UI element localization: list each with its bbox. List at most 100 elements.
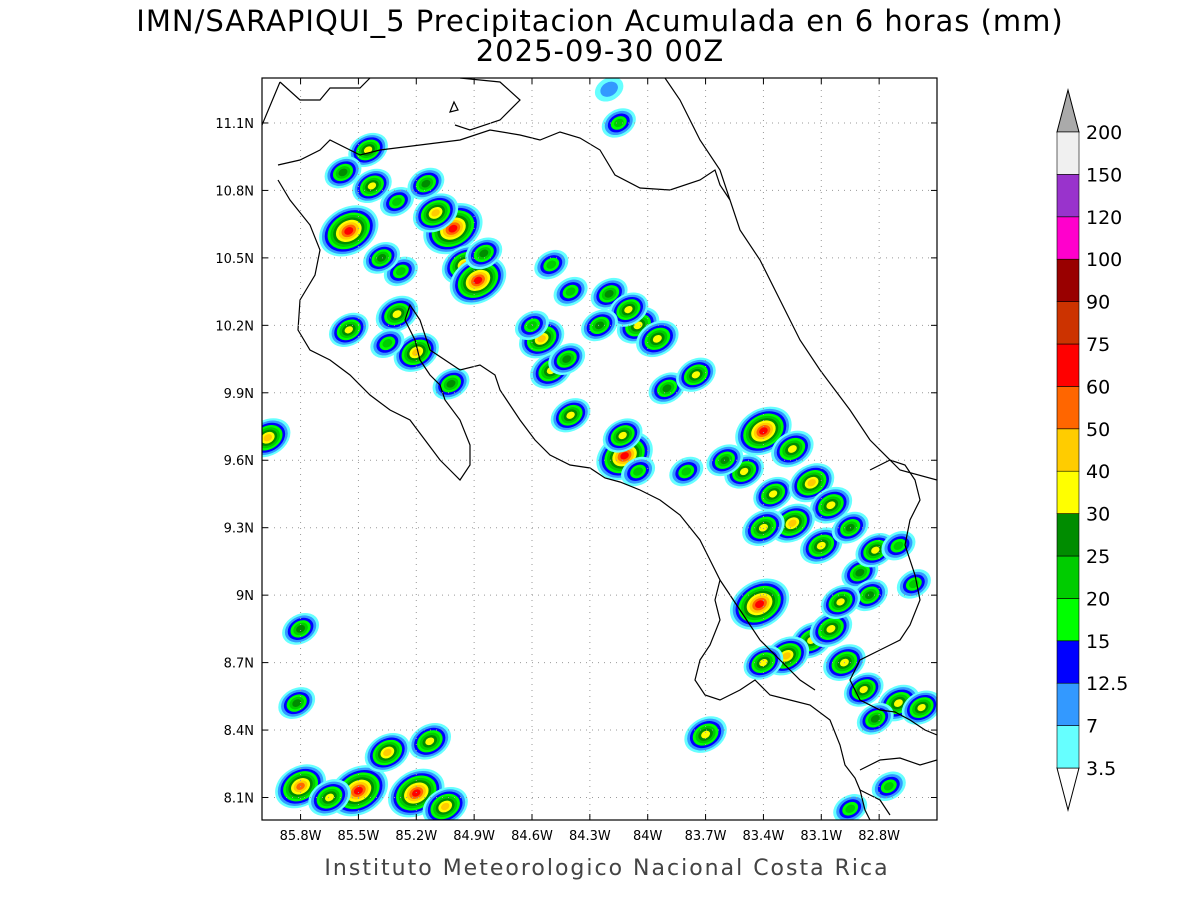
precip-cell xyxy=(324,156,362,189)
precip-cell xyxy=(465,237,503,270)
colorbar-segment xyxy=(1056,682,1080,726)
precip-cell xyxy=(621,456,656,487)
colorbar-label: 3.5 xyxy=(1086,758,1116,780)
colorbar-segment xyxy=(1056,174,1080,218)
precip-contour xyxy=(296,625,306,633)
lon-tick-label: 83.4W xyxy=(743,829,785,844)
lon-tick-label: 83.1W xyxy=(800,829,842,844)
precip-contour xyxy=(787,445,797,453)
precip-cell xyxy=(771,430,814,468)
precip-contour xyxy=(546,260,557,269)
precip-contour xyxy=(883,782,894,791)
precip-contour xyxy=(917,703,926,712)
graticule xyxy=(262,78,937,820)
colorbar-label: 50 xyxy=(1086,419,1110,441)
precip-cell xyxy=(364,733,410,773)
precip-cell xyxy=(370,328,405,359)
colorbar-segment xyxy=(1056,640,1080,684)
colorbar-segment xyxy=(1056,216,1080,260)
precip-contour xyxy=(691,371,701,379)
precip-contour xyxy=(383,748,392,757)
precip-contour xyxy=(392,197,402,206)
precip-contour xyxy=(344,326,353,334)
precip-cell xyxy=(408,722,452,760)
precip-contour xyxy=(537,335,546,343)
lat-tick-label: 11.1N xyxy=(215,117,254,132)
precip-contour xyxy=(826,501,836,510)
footer-credit: Instituto Meteorologico Nacional Costa R… xyxy=(324,856,890,881)
coastline-osa xyxy=(719,579,816,691)
colorbar-arrow-top xyxy=(1056,88,1080,133)
precip-cell xyxy=(422,786,468,820)
precip-cell xyxy=(742,509,785,547)
precip-contour xyxy=(893,541,904,550)
lat-tick-label: 9N xyxy=(236,589,254,604)
lon-tick-label: 84W xyxy=(633,829,663,844)
map-subtitle-date: 2025-09-30 00Z xyxy=(475,34,725,68)
precip-cell xyxy=(648,372,686,405)
precip-contour xyxy=(431,209,440,217)
precip-cell xyxy=(352,168,392,204)
plot-frame xyxy=(261,77,938,821)
precip-cell xyxy=(550,398,591,433)
colorbar-segment xyxy=(1056,258,1080,302)
precip-cell xyxy=(348,132,388,168)
precip-cell xyxy=(753,476,793,512)
colorbar-segment xyxy=(1056,131,1080,175)
precip-contour xyxy=(633,467,643,476)
precip-contour xyxy=(620,452,629,460)
precip-contour xyxy=(263,434,272,442)
precip-contour xyxy=(624,305,633,314)
precip-cell xyxy=(275,764,327,809)
lon-tick-label: 82.8W xyxy=(858,829,900,844)
precip-contour xyxy=(421,179,431,188)
precip-contour xyxy=(566,411,575,419)
coastline-south-panama xyxy=(859,757,937,816)
precip-contour xyxy=(292,699,302,707)
precip-contour xyxy=(382,339,393,348)
lon-tick-label: 85.5W xyxy=(338,829,380,844)
colorbar-segment xyxy=(1056,725,1080,769)
precip-contour xyxy=(768,490,778,498)
precip-contour xyxy=(758,523,768,532)
precip-cell xyxy=(328,312,369,347)
lon-tick-label: 85.8W xyxy=(280,829,322,844)
precip-contour xyxy=(662,384,672,393)
precip-cell xyxy=(548,343,586,375)
coastline-nicoya xyxy=(277,179,871,820)
precip-cell xyxy=(820,584,861,620)
colorbar-segment xyxy=(1056,555,1080,599)
precip-cell xyxy=(608,292,649,327)
precip-contour xyxy=(595,321,604,330)
precip-contour xyxy=(701,730,711,739)
precip-contour xyxy=(816,541,826,550)
lat-tick-label: 10.2N xyxy=(215,319,254,334)
precip-cell xyxy=(833,794,868,820)
coastline-nicaragua-lake xyxy=(454,78,521,131)
lon-tick-label: 84.6W xyxy=(511,829,553,844)
coastline-caribbean xyxy=(664,78,937,481)
colorbar-segment xyxy=(1056,513,1080,557)
precip-contour xyxy=(363,146,373,154)
precip-contour xyxy=(367,182,377,190)
precip-contour xyxy=(871,546,880,554)
colorbar-segment xyxy=(1056,386,1080,430)
colorbar-label: 20 xyxy=(1086,588,1110,610)
precip-contour xyxy=(377,254,387,262)
lon-tick-label: 85.2W xyxy=(395,829,437,844)
precip-cell xyxy=(636,320,679,358)
coastline-panama xyxy=(849,459,937,736)
precip-cell xyxy=(601,108,636,138)
precip-contour xyxy=(446,379,456,388)
map-title: IMN/SARAPIQUI_5 Precipitacion Acumulada … xyxy=(136,4,1064,38)
colorbar-segment xyxy=(1056,428,1080,472)
precip-contour xyxy=(325,793,334,802)
precip-contour xyxy=(893,699,903,707)
precip-cell xyxy=(871,771,906,801)
precip-contour xyxy=(565,287,576,296)
lat-tick-label: 9.3N xyxy=(224,522,254,537)
precip-cell xyxy=(581,309,618,342)
colorbar-label: 30 xyxy=(1086,504,1110,526)
colorbar-segment xyxy=(1056,598,1080,642)
colorbar-label: 100 xyxy=(1086,249,1122,271)
